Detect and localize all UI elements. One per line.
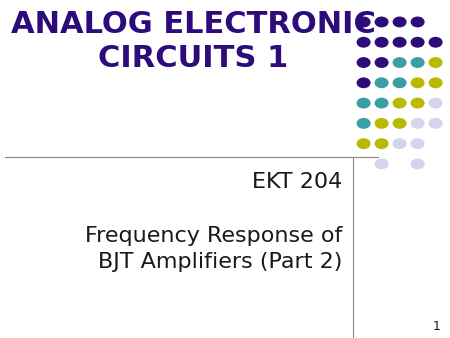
Circle shape [393,38,406,47]
Circle shape [411,98,424,108]
Circle shape [393,78,406,88]
Text: 1: 1 [433,320,441,333]
Circle shape [411,38,424,47]
Text: Frequency Response of
BJT Amplifiers (Part 2): Frequency Response of BJT Amplifiers (Pa… [85,226,342,272]
Circle shape [393,58,406,67]
Circle shape [393,139,406,148]
Circle shape [357,139,370,148]
Circle shape [357,38,370,47]
Circle shape [375,139,388,148]
Circle shape [357,17,370,27]
Circle shape [357,78,370,88]
Circle shape [429,38,442,47]
Circle shape [375,38,388,47]
Circle shape [375,78,388,88]
Text: EKT 204: EKT 204 [252,172,342,192]
Circle shape [393,17,406,27]
Circle shape [375,159,388,169]
Circle shape [429,119,442,128]
Circle shape [429,98,442,108]
Circle shape [411,78,424,88]
Circle shape [411,119,424,128]
Circle shape [411,159,424,169]
Circle shape [411,58,424,67]
Circle shape [375,58,388,67]
Circle shape [411,139,424,148]
Text: ANALOG ELECTRONIC
CIRCUITS 1: ANALOG ELECTRONIC CIRCUITS 1 [11,10,376,73]
Circle shape [429,58,442,67]
Circle shape [393,98,406,108]
Circle shape [357,119,370,128]
Circle shape [429,78,442,88]
Circle shape [393,119,406,128]
Circle shape [357,98,370,108]
Circle shape [357,58,370,67]
Circle shape [375,17,388,27]
Circle shape [411,17,424,27]
Circle shape [375,119,388,128]
Circle shape [375,98,388,108]
